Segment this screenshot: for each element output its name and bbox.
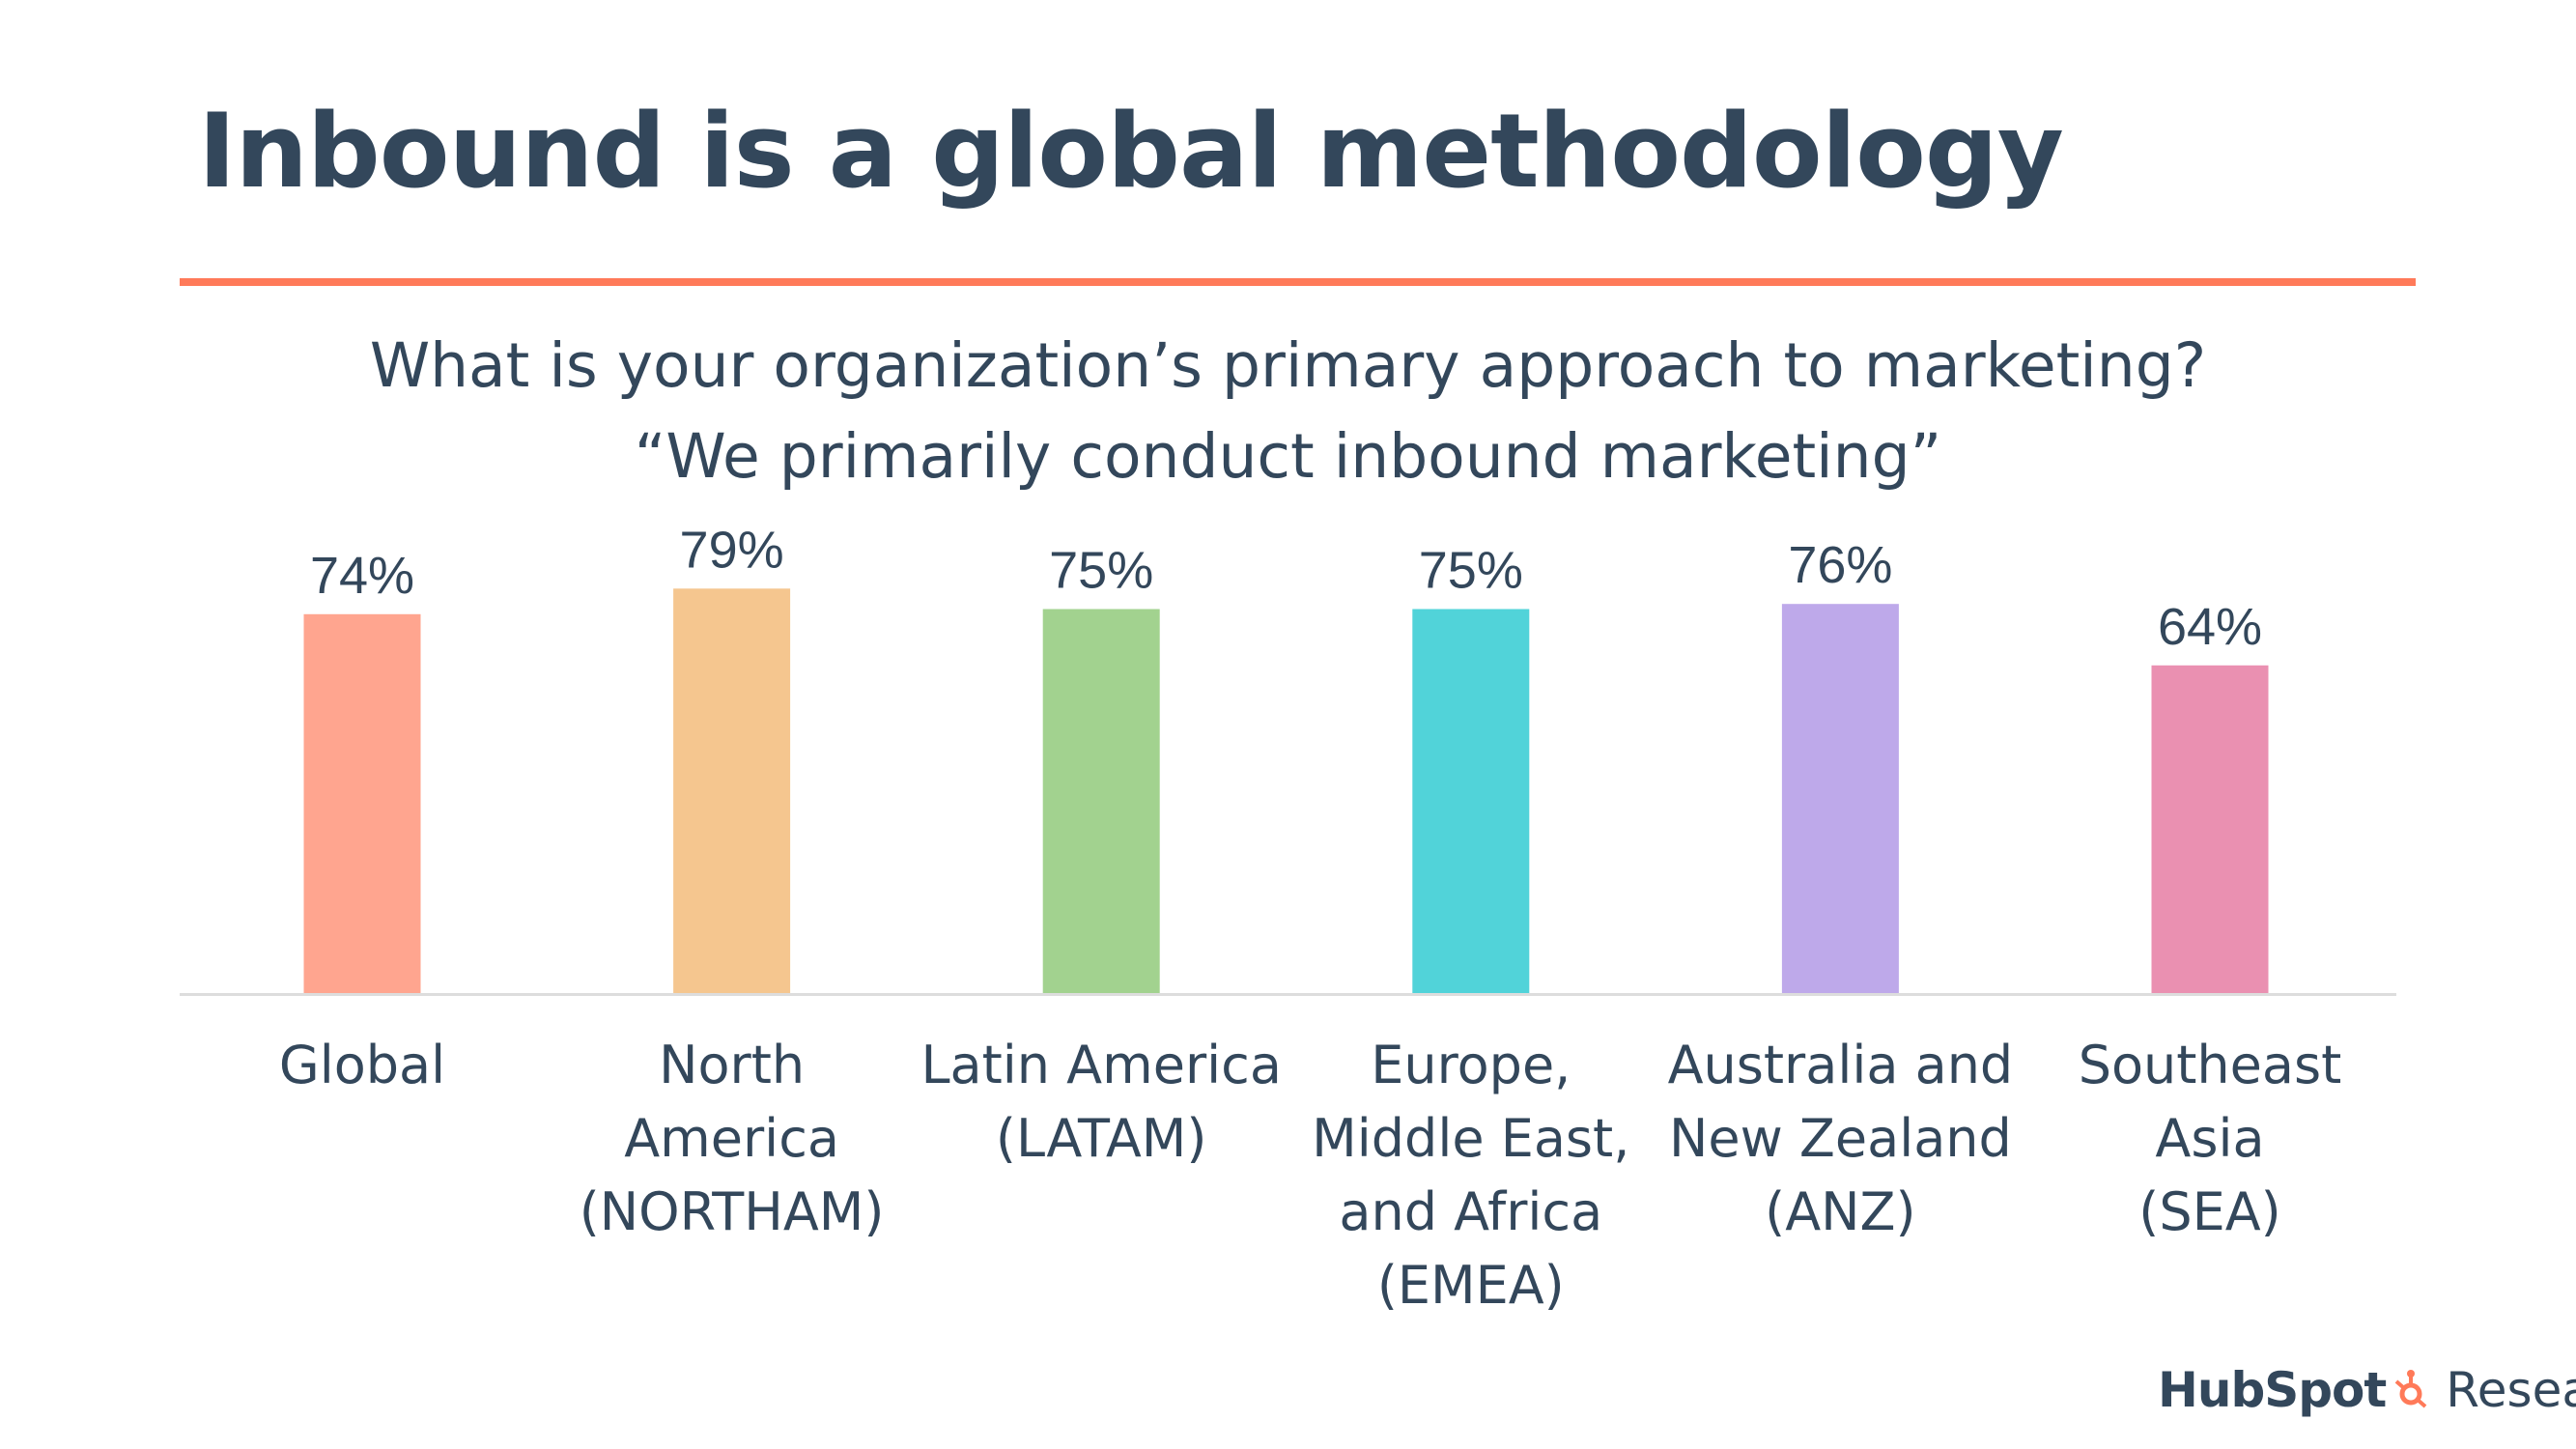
value-label-5: 64%: [2158, 598, 2262, 656]
bar-3: [1412, 609, 1530, 993]
bar-2: [1042, 609, 1160, 993]
value-label-2: 75%: [1049, 542, 1153, 600]
bar-5: [2151, 665, 2269, 993]
brand-logo: HubSpot Research: [2158, 1362, 2576, 1418]
value-label-0: 74%: [310, 547, 414, 605]
category-label-4: Australia and New Zealand (ANZ): [1667, 1035, 2014, 1242]
title-divider: [180, 278, 2416, 286]
value-label-3: 75%: [1419, 542, 1523, 600]
bar-4: [1781, 604, 1899, 993]
bar-1: [673, 588, 791, 993]
category-label-2: Latin America (LATAM): [920, 1035, 1282, 1169]
category-label-0: Global: [278, 1035, 446, 1095]
category-label-1: North America (NORTHAM): [579, 1035, 885, 1242]
category-label-5: Southeast Asia (SEA): [2078, 1035, 2342, 1242]
bar-0: [303, 613, 421, 993]
chart-question: What is your organization’s primary appr…: [369, 330, 2207, 401]
brand-suffix: Research: [2446, 1362, 2576, 1418]
sprocket-icon: [2394, 1370, 2427, 1408]
category-label-3: Europe, Middle East, and Africa (EMEA): [1312, 1035, 1630, 1316]
slide-title: Inbound is a global methodology: [198, 92, 2064, 211]
value-label-4: 76%: [1788, 536, 1892, 594]
brand-name: HubSpot: [2158, 1362, 2387, 1418]
chart-answer-quote: “We primarily conduct inbound marketing”: [634, 421, 1942, 492]
value-label-1: 79%: [680, 521, 784, 579]
